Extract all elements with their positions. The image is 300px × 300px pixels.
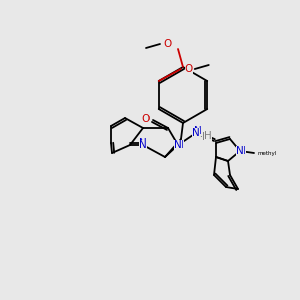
Text: O: O xyxy=(184,64,193,74)
Text: O: O xyxy=(164,39,172,49)
Text: O: O xyxy=(141,114,149,124)
Text: N: N xyxy=(174,140,182,150)
Text: N: N xyxy=(236,146,244,156)
Text: N: N xyxy=(139,138,147,148)
Text: H: H xyxy=(202,132,210,142)
Text: N: N xyxy=(192,128,200,138)
Text: O: O xyxy=(141,114,149,124)
Text: methyl: methyl xyxy=(257,151,276,155)
Text: N: N xyxy=(176,140,184,150)
Text: O: O xyxy=(164,39,172,49)
Text: H: H xyxy=(204,131,212,141)
Text: O: O xyxy=(184,64,193,74)
Text: N: N xyxy=(238,146,246,156)
Text: N: N xyxy=(139,140,147,150)
Text: N: N xyxy=(194,126,202,136)
